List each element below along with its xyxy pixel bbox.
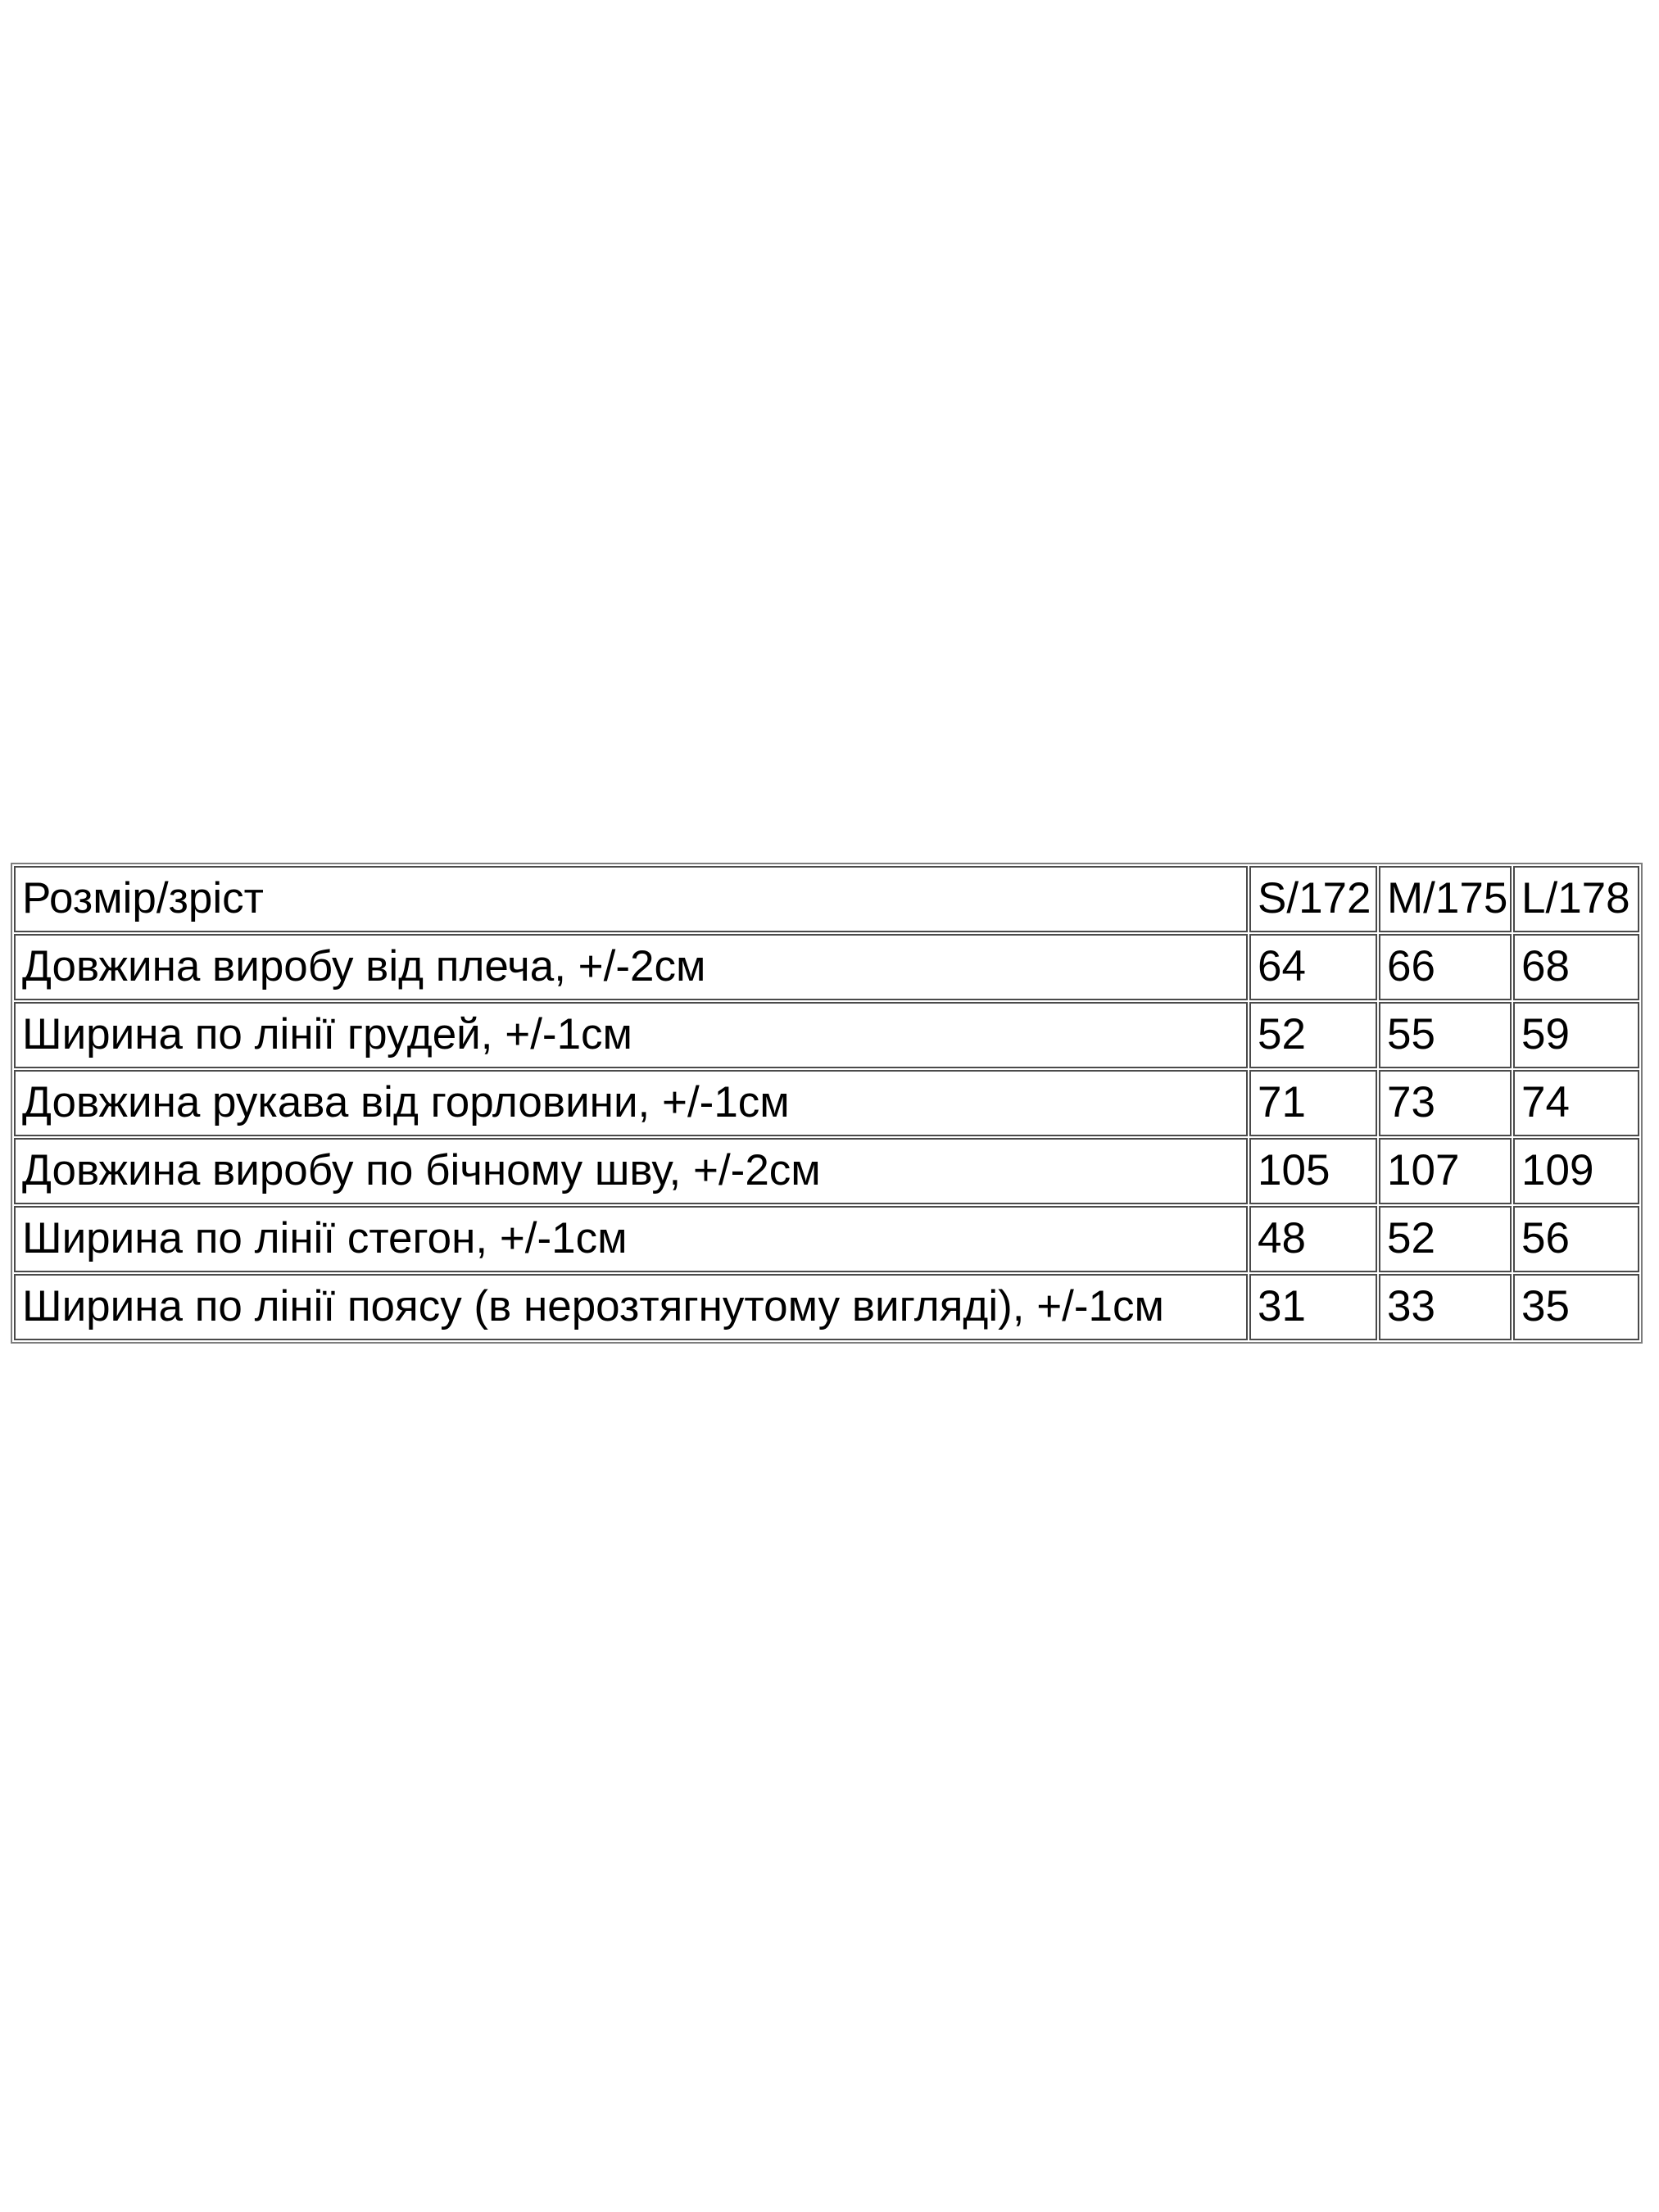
row-label-cell: Ширина по лінії поясу (в нерозтягнутому … [14, 1273, 1248, 1340]
table-row: Довжина виробу від плеча, +/-2см 64 66 6… [14, 933, 1639, 1000]
row-value-cell: 73 [1379, 1069, 1512, 1136]
row-value-cell: 33 [1379, 1273, 1512, 1340]
row-value-cell: 71 [1249, 1069, 1377, 1136]
row-value-cell: 35 [1513, 1273, 1639, 1340]
row-value-cell: 55 [1379, 1001, 1512, 1068]
table-row: Ширина по лінії поясу (в нерозтягнутому … [14, 1273, 1639, 1340]
table-row: Ширина по лінії стегон, +/-1см 48 52 56 [14, 1205, 1639, 1272]
row-label-cell: Ширина по лінії стегон, +/-1см [14, 1205, 1248, 1272]
row-value-cell: 107 [1379, 1137, 1512, 1204]
row-value-cell: 59 [1513, 1001, 1639, 1068]
row-value-cell: 74 [1513, 1069, 1639, 1136]
table-row: Ширина по лінії грудей, +/-1см 52 55 59 [14, 1001, 1639, 1068]
row-label-cell: Довжина виробу від плеча, +/-2см [14, 933, 1248, 1000]
row-value-cell: 31 [1249, 1273, 1377, 1340]
header-size-s-cell: S/172 [1249, 866, 1377, 932]
row-label-cell: Ширина по лінії грудей, +/-1см [14, 1001, 1248, 1068]
table-row: Довжина рукава від горловини, +/-1см 71 … [14, 1069, 1639, 1136]
header-label-cell: Розмір/зріст [14, 866, 1248, 932]
row-value-cell: 66 [1379, 933, 1512, 1000]
header-size-m-cell: M/175 [1379, 866, 1512, 932]
row-label-cell: Довжина рукава від горловини, +/-1см [14, 1069, 1248, 1136]
row-value-cell: 105 [1249, 1137, 1377, 1204]
row-value-cell: 52 [1379, 1205, 1512, 1272]
row-value-cell: 56 [1513, 1205, 1639, 1272]
size-chart-table: Розмір/зріст S/172 M/175 L/178 Довжина в… [11, 863, 1643, 1344]
row-label-cell: Довжина виробу по бічному шву, +/-2см [14, 1137, 1248, 1204]
size-chart: Розмір/зріст S/172 M/175 L/178 Довжина в… [11, 863, 1643, 1344]
row-value-cell: 52 [1249, 1001, 1377, 1068]
table-header-row: Розмір/зріст S/172 M/175 L/178 [14, 866, 1639, 932]
table-row: Довжина виробу по бічному шву, +/-2см 10… [14, 1137, 1639, 1204]
row-value-cell: 48 [1249, 1205, 1377, 1272]
row-value-cell: 109 [1513, 1137, 1639, 1204]
row-value-cell: 64 [1249, 933, 1377, 1000]
header-size-l-cell: L/178 [1513, 866, 1639, 932]
row-value-cell: 68 [1513, 933, 1639, 1000]
